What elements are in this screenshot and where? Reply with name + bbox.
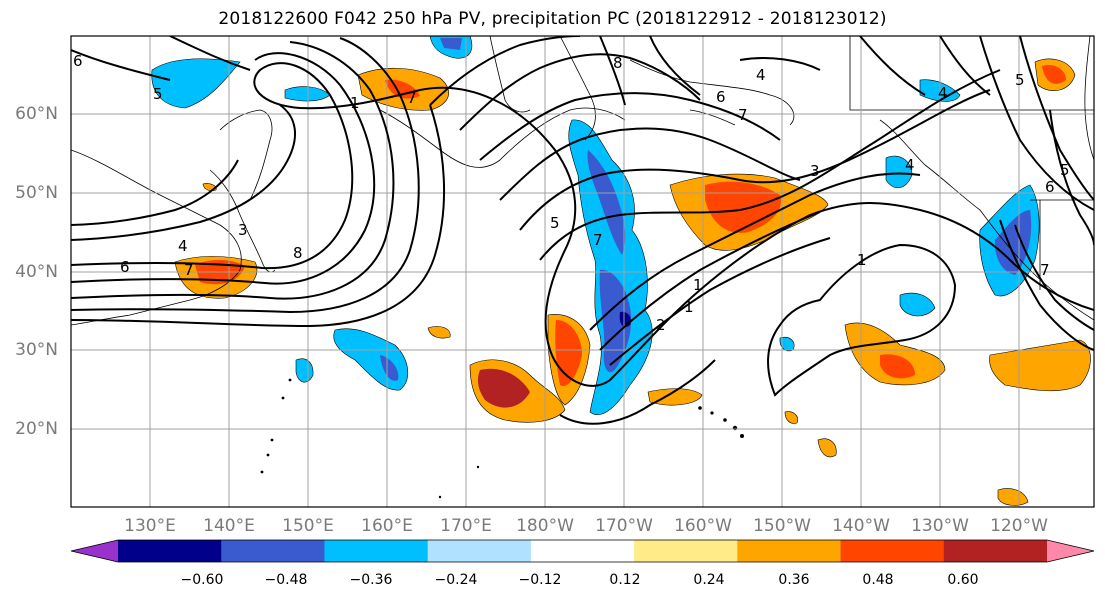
lon-label: 170°E [440, 516, 492, 536]
colorbar-tick-label: −0.36 [349, 572, 393, 588]
contour-label: 2 [656, 316, 666, 334]
lat-label: 60°N [15, 104, 58, 124]
colorbar-segment [634, 540, 738, 562]
lon-label: 140°W [832, 516, 890, 536]
colorbar [70, 539, 1095, 563]
contour-label: 1 [693, 276, 703, 294]
contour-label: 4 [905, 156, 915, 174]
colorbar-outline [70, 539, 1095, 563]
contour-labels: 6 5 1 8 4 6 7 3 8 7 6 4 5 7 2 1 1 3 1 7 … [73, 52, 1070, 334]
colorbar-tick-label: 0.24 [693, 572, 725, 588]
contour-label: 1 [684, 298, 694, 316]
colorbar-tick-label: 0.60 [947, 572, 979, 588]
precip-neg-blob [994, 210, 1032, 275]
lat-label: 50°N [15, 183, 58, 203]
lon-label: 180°W [516, 516, 574, 536]
contour-label: 4 [178, 237, 188, 255]
precip-pos-blob [844, 322, 946, 386]
colorbar-segment [943, 540, 1048, 562]
colorbar-tick-label: −0.48 [264, 572, 308, 588]
colorbar-segment [530, 540, 635, 562]
colorbar-segment [840, 540, 945, 562]
precip-pos-blob [1042, 64, 1066, 84]
contour-label: 7 [184, 261, 194, 279]
contour-label: 6 [73, 52, 83, 70]
colorbar-extend-min [71, 540, 118, 562]
chart-title: 2018122600 F042 250 hPa PV, precipitatio… [218, 9, 887, 29]
precip-neg-blob [380, 355, 399, 381]
lon-label: 170°W [595, 516, 653, 536]
contour-label: 5 [1060, 161, 1070, 179]
map-frame [70, 35, 1095, 508]
contour-label: 4 [938, 84, 948, 102]
lat-label: 40°N [15, 262, 58, 282]
contour-label: 7 [407, 89, 417, 107]
lon-label: 150°W [753, 516, 811, 536]
map-area: 6 5 1 8 4 6 7 3 8 7 6 4 5 7 2 1 1 3 1 7 … [71, 36, 1094, 507]
colorbar-segment [221, 540, 325, 562]
precip-neg-blob [440, 38, 462, 50]
precip-pos-blob [647, 388, 703, 406]
contour-label: 1 [350, 94, 360, 112]
lon-label: 130°E [124, 516, 176, 536]
colorbar-segment [737, 540, 842, 562]
colorbar-tick-label: 0.36 [778, 572, 810, 588]
precip-neg-blob [599, 269, 632, 373]
precip-neg-blob [899, 292, 936, 317]
contour-label: 7 [738, 106, 748, 124]
lon-label: 160°W [674, 516, 732, 536]
precip-pos-blob [817, 438, 837, 458]
contour-label: 7 [1040, 261, 1050, 279]
precip-pos-blob [989, 339, 1091, 392]
lon-label: 140°E [203, 516, 255, 536]
contour-label: 3 [238, 221, 248, 239]
colorbar-tick-label: −0.12 [518, 572, 562, 588]
precip-pos-blob [784, 411, 798, 424]
precip-pos-blob [555, 320, 582, 386]
contour-label: 5 [153, 85, 163, 103]
lon-label: 150°E [282, 516, 334, 536]
precip-pos-blob [880, 354, 915, 379]
colorbar-extend-max [1047, 540, 1094, 562]
precip-pos-blob [997, 488, 1029, 506]
colorbar-segment [427, 540, 532, 562]
lon-label: 130°W [911, 516, 969, 536]
contour-label: 3 [810, 162, 820, 180]
lat-label: 30°N [15, 340, 58, 360]
contour-label: 1 [857, 251, 867, 269]
contour-label: 6 [120, 258, 130, 276]
colorbar-segment [324, 540, 429, 562]
colorbar-segment [118, 540, 222, 562]
contour-label: 8 [293, 244, 303, 262]
lon-label: 120°W [990, 516, 1048, 536]
coastlines [71, 36, 1094, 326]
precip-neg-blob [568, 119, 653, 415]
contour-label: 6 [716, 88, 726, 106]
contour-label: 5 [550, 214, 560, 232]
colorbar-tick-label: 0.48 [862, 572, 894, 588]
colorbar-tick-label: −0.60 [180, 572, 224, 588]
contour-label: 4 [756, 66, 766, 84]
precip-neg-blob [151, 58, 241, 109]
precip-pos-blob [427, 326, 451, 339]
colorbar-tick-label: 0.12 [609, 572, 641, 588]
contour-label: 7 [593, 231, 603, 249]
contour-label: 8 [613, 54, 623, 72]
contour-label: 6 [1045, 178, 1055, 196]
colorbar-tick-label: −0.24 [434, 572, 478, 588]
gridlines [71, 36, 1094, 507]
pv-contours [71, 36, 1094, 425]
precip-neg-blob [295, 358, 314, 383]
precip-pos-blob [477, 368, 530, 408]
islands [260, 378, 744, 499]
lat-label: 20°N [15, 419, 58, 439]
lon-label: 160°E [361, 516, 413, 536]
contour-label: 5 [1015, 71, 1025, 89]
